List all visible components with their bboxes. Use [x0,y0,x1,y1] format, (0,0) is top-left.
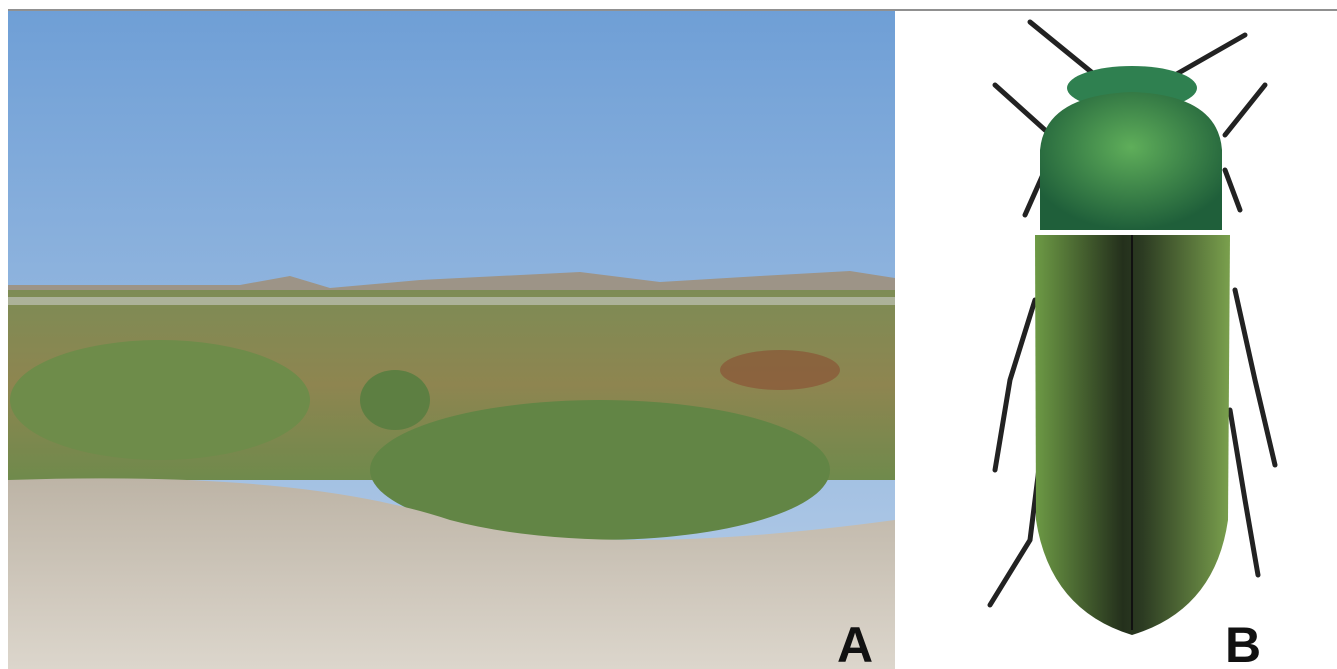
panel-label: B [1225,617,1261,669]
panel-label: A [837,617,873,669]
beetle-body [1035,66,1230,635]
landscape-photo [8,11,895,669]
